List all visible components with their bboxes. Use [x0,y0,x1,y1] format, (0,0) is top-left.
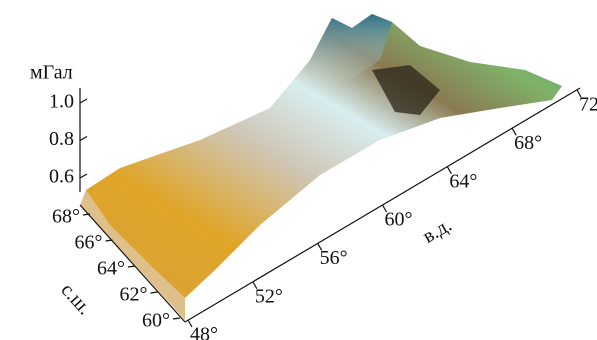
y-tick-label: 68° [52,206,80,228]
y-tick-label: 64° [97,258,125,280]
y-axis-label: с.ш. [56,279,95,319]
z-axis-label: мГал [30,62,73,84]
z-tick [80,174,87,178]
y-tick [151,292,158,293]
y-tick [173,318,180,319]
z-tick [80,99,87,103]
y-tick-label: 60° [142,310,170,332]
z-tick-label: 0.8 [49,128,74,150]
x-tick-label: 56° [320,247,348,269]
x-tick-label: 72° [579,94,597,116]
x-tick-label: 52° [255,285,283,307]
x-tick-label: 64° [449,170,477,192]
x-axis-label: в.д. [419,214,456,248]
surface [80,14,562,320]
z-tick-label: 0.6 [49,166,74,188]
x-tick-label: 48° [190,324,218,340]
y-tick-label: 66° [75,232,103,254]
y-tick [128,266,135,267]
z-tick [80,137,87,141]
x-tick-label: 68° [514,132,542,154]
chart: мГал с.ш. в.д. 1.0 0.8 0.6 68° 66° 64° 62° 60° 4… [0,0,597,340]
x-tick-label: 60° [385,209,413,231]
y-tick-label: 62° [120,284,148,306]
z-tick-label: 1.0 [49,91,74,113]
